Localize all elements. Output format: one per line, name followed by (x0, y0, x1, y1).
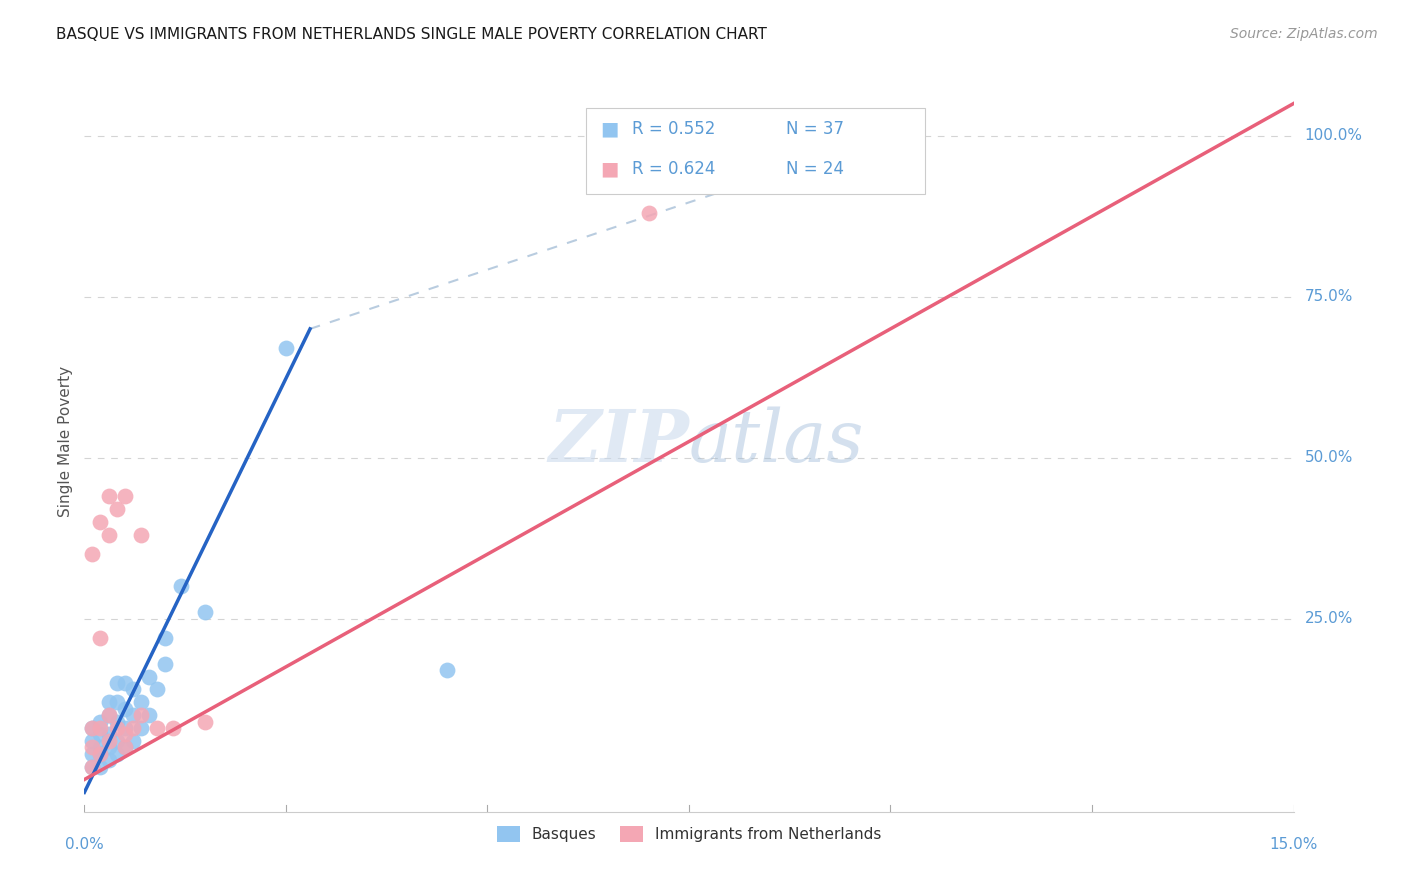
Point (105, 676, 128, 690)
Point (105, 734, 128, 748)
Point (82, 747, 104, 761)
Point (89, 631, 111, 645)
Y-axis label: Single Male Poverty: Single Male Poverty (58, 366, 73, 517)
Point (129, 721, 152, 735)
Point (97, 727, 120, 741)
Point (114, 489, 136, 503)
Point (114, 676, 136, 690)
Point (89, 727, 111, 741)
Text: N = 37: N = 37 (786, 120, 844, 138)
Text: 0.0%: 0.0% (65, 837, 104, 852)
Point (97, 489, 120, 503)
Point (82, 740, 104, 755)
Point (82, 759, 104, 773)
Text: atlas: atlas (689, 406, 865, 477)
Point (121, 682, 143, 697)
Point (138, 669, 160, 683)
Point (129, 695, 152, 709)
Point (89, 515, 111, 529)
Text: Source: ZipAtlas.com: Source: ZipAtlas.com (1230, 27, 1378, 41)
Text: ■: ■ (600, 160, 619, 178)
Point (105, 721, 128, 735)
Text: BASQUE VS IMMIGRANTS FROM NETHERLANDS SINGLE MALE POVERTY CORRELATION CHART: BASQUE VS IMMIGRANTS FROM NETHERLANDS SI… (56, 27, 768, 42)
Point (89, 747, 111, 761)
Point (105, 747, 128, 761)
Point (194, 714, 217, 729)
Point (82, 734, 104, 748)
Text: R = 0.624: R = 0.624 (633, 160, 716, 178)
Point (97, 695, 120, 709)
Point (194, 605, 217, 619)
Point (97, 528, 120, 542)
Point (129, 528, 152, 542)
Point (146, 721, 169, 735)
Text: 100.0%: 100.0% (1305, 128, 1362, 144)
Point (82, 721, 104, 735)
Point (436, 663, 458, 677)
Point (121, 721, 143, 735)
Legend: Basques, Immigrants from Netherlands: Basques, Immigrants from Netherlands (491, 821, 887, 848)
FancyBboxPatch shape (586, 109, 925, 194)
Point (97, 753, 120, 767)
Text: ■: ■ (600, 120, 619, 138)
Text: 25.0%: 25.0% (1305, 611, 1353, 626)
Point (114, 727, 136, 741)
Text: 50.0%: 50.0% (1305, 450, 1353, 465)
Point (138, 708, 160, 723)
Text: 15.0%: 15.0% (1270, 837, 1317, 852)
Text: 75.0%: 75.0% (1305, 289, 1353, 304)
Point (89, 747, 111, 761)
Point (162, 721, 184, 735)
Text: ZIP: ZIP (548, 406, 689, 477)
Point (97, 708, 120, 723)
Point (121, 708, 143, 723)
Point (274, 341, 297, 355)
Point (89, 714, 111, 729)
Point (637, 206, 659, 220)
Point (89, 759, 111, 773)
Point (89, 721, 111, 735)
Point (114, 702, 136, 716)
Point (114, 721, 136, 735)
Point (97, 740, 120, 755)
Point (97, 708, 120, 723)
Point (105, 502, 128, 516)
Point (129, 708, 152, 723)
Point (114, 740, 136, 755)
Point (82, 547, 104, 561)
Text: R = 0.552: R = 0.552 (633, 120, 716, 138)
Point (170, 579, 193, 593)
Point (114, 740, 136, 755)
Point (97, 734, 120, 748)
Point (105, 695, 128, 709)
Point (82, 759, 104, 773)
Point (153, 631, 176, 645)
Text: N = 24: N = 24 (786, 160, 844, 178)
Point (105, 714, 128, 729)
Point (82, 721, 104, 735)
Point (121, 734, 143, 748)
Point (89, 740, 111, 755)
Point (153, 657, 176, 671)
Point (146, 682, 169, 697)
